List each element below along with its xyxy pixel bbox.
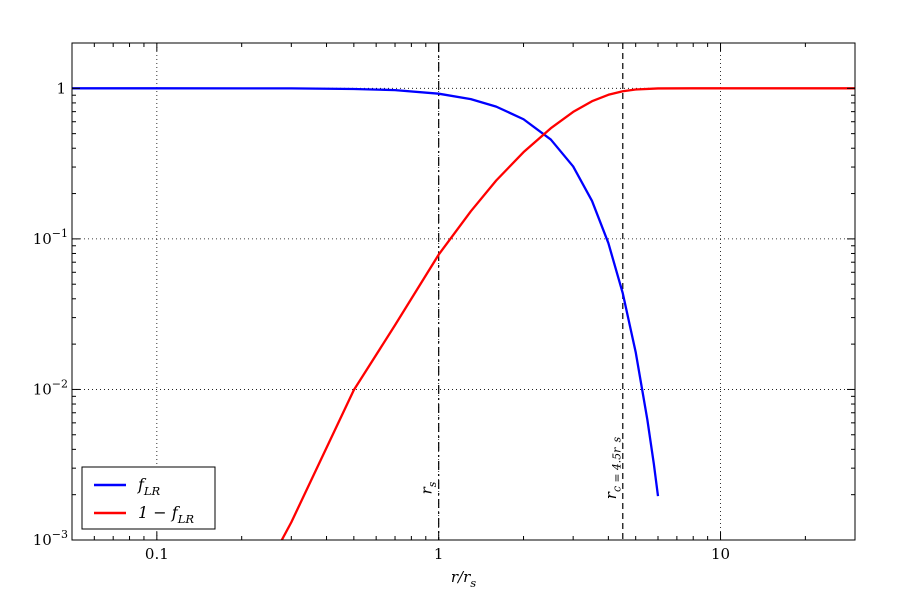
x-tick-label: 0.1 (145, 545, 169, 563)
axis-labels: 0.1 1 10 1 10−1 10−2 10−3 r/rs (33, 79, 730, 589)
x-tick-label: 1 (434, 545, 444, 563)
y-tick-label: 10−1 (33, 227, 68, 248)
series-line-f-lr (72, 87, 660, 497)
series-line-one-minus-f-lr (280, 87, 855, 540)
legend: fLR 1 − fLR (81, 466, 216, 530)
legend-label: 1 − fLR (138, 503, 194, 526)
series (72, 87, 855, 540)
x-tick-label: 10 (711, 545, 730, 563)
y-tick-label: 10−2 (33, 377, 68, 398)
x-axis-label: r/rs (451, 568, 476, 590)
reference-lines: rs rc = 4.5r_s (418, 43, 624, 540)
legend-box (81, 466, 216, 530)
grid (72, 43, 855, 541)
vline-label: rc = 4.5r_s (602, 436, 624, 499)
y-tick-label: 1 (56, 79, 66, 97)
vline-label: rs (418, 481, 440, 494)
plot-frame (71, 42, 856, 541)
legend-label: fLR (137, 475, 161, 498)
y-tick-label: 10−3 (33, 528, 68, 549)
ticks (71, 42, 856, 541)
